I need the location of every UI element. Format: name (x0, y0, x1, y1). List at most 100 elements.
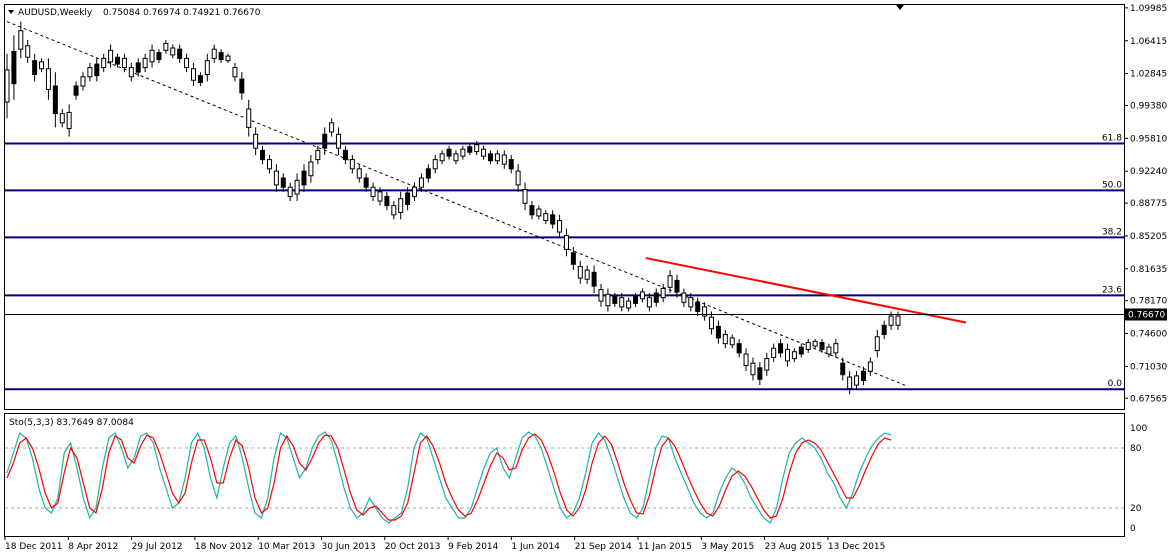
candle (59, 108, 65, 128)
candle (349, 155, 355, 174)
candle (847, 371, 853, 395)
candle (688, 293, 694, 312)
candle (301, 164, 307, 192)
red-trendline-line[interactable] (645, 257, 967, 324)
candle (218, 49, 224, 63)
price-tick-label: 0.81635 (1130, 265, 1167, 275)
candle (474, 141, 480, 156)
time-tick-label: 18 Nov 2012 (195, 542, 253, 552)
price-axis: 1.09985 1.06415 1.02845 0.99380 0.95810 0.922… (5, 4, 1167, 404)
candle (128, 62, 134, 82)
candle (722, 329, 728, 349)
candle (487, 150, 493, 165)
time-tick-label: 8 Apr 2012 (68, 542, 118, 552)
price-tick-label: 0.78170 (1130, 297, 1167, 307)
time-tick-label: 11 Jan 2015 (638, 542, 692, 552)
candle (605, 288, 611, 312)
candle (508, 155, 514, 174)
candle (425, 164, 431, 183)
candle (294, 173, 300, 202)
candle (80, 72, 86, 91)
price-tick-label: 0.99380 (1130, 101, 1167, 111)
candle (778, 339, 784, 358)
time-tick-label: 1 Jun 2014 (511, 542, 560, 552)
candle (253, 127, 259, 156)
candle (681, 288, 687, 307)
symbol-label: AUDUSD,Weekly (18, 8, 93, 18)
candle (695, 297, 701, 317)
candle (639, 288, 645, 303)
price-tick-label: 0.95810 (1130, 134, 1167, 144)
candle (515, 164, 521, 192)
red-resistance-trendline[interactable] (645, 257, 967, 324)
candle (805, 339, 811, 353)
candle (494, 150, 500, 165)
price-panel-frame (4, 4, 1125, 410)
time-tick-label: 3 May 2015 (701, 542, 754, 552)
collapse-triangle-icon[interactable] (8, 10, 14, 14)
candle (204, 53, 210, 82)
price-tick-label: 0.88775 (1130, 199, 1167, 209)
fibonacci-levels[interactable]: 61.8 50.0 38.2 23.6 0.0 (5, 134, 1124, 391)
candle (867, 357, 873, 376)
candle (570, 247, 576, 271)
ohlc-label: 0.75084 0.76974 0.74921 0.76670 (103, 8, 261, 18)
candle (674, 274, 680, 298)
candle (329, 118, 335, 137)
candle (287, 182, 293, 202)
fib-level-label: 50.0 (1102, 180, 1122, 190)
candle (211, 44, 217, 63)
candle (764, 352, 770, 376)
candle (577, 260, 583, 284)
candle (819, 339, 825, 353)
candle (543, 210, 549, 225)
candle (784, 343, 790, 367)
candle (280, 173, 286, 192)
candle (860, 366, 866, 386)
time-tick-label: 13 Dec 2015 (828, 542, 886, 552)
candle (25, 39, 31, 63)
candle (391, 201, 397, 220)
candle (757, 362, 763, 386)
chart-shift-marker-icon[interactable] (896, 5, 904, 10)
candle (190, 62, 196, 86)
candle (121, 53, 127, 73)
candle (73, 81, 79, 100)
stochastic-tick-label: 20 (1130, 504, 1142, 514)
dashed-trendline-line[interactable] (6, 21, 909, 387)
dashed-trendline[interactable] (6, 21, 909, 387)
candle (266, 155, 272, 174)
candle (356, 164, 362, 183)
candle (729, 334, 735, 349)
candle (453, 150, 459, 165)
price-tick-label: 1.02845 (1130, 70, 1167, 80)
candle (232, 62, 238, 82)
candle (398, 191, 404, 220)
time-tick-label: 29 Jul 2012 (132, 542, 183, 552)
candle (626, 297, 632, 312)
candle (854, 371, 860, 390)
candle (149, 44, 155, 68)
stochastic-tick-label: 100 (1130, 424, 1147, 434)
price-tick-label: 0.71030 (1130, 362, 1167, 372)
candle (536, 205, 542, 220)
candle (439, 150, 445, 165)
fib-level-label: 0.0 (1108, 379, 1123, 389)
price-tick-label: 0.74600 (1130, 330, 1167, 340)
stochastic-signal-line (6, 433, 892, 521)
stochastic-tick-label: 0 (1130, 524, 1136, 534)
candle (170, 44, 176, 59)
price-tick-label: 0.92240 (1130, 167, 1167, 177)
candle (108, 44, 114, 68)
candle (163, 39, 169, 54)
time-tick-label: 10 Mar 2013 (258, 542, 315, 552)
candle (18, 21, 24, 59)
current-price-tag (1125, 308, 1167, 321)
candle (322, 127, 328, 156)
candle (736, 339, 742, 358)
candle (4, 53, 10, 119)
candle (156, 49, 162, 63)
